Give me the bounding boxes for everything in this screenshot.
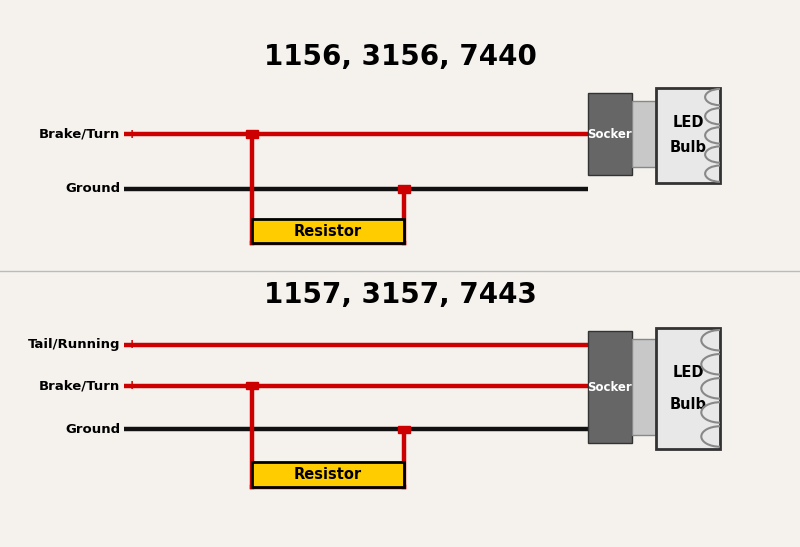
Text: Ground: Ground [65, 182, 120, 195]
Bar [588, 331, 632, 443]
Bar [252, 462, 404, 487]
Text: -: - [122, 423, 132, 436]
Text: Ground: Ground [65, 423, 120, 436]
Text: Socker: Socker [588, 127, 632, 141]
Bar [246, 382, 258, 389]
Text: Resistor: Resistor [294, 467, 362, 482]
Bar [246, 130, 258, 138]
Bar [398, 185, 410, 193]
Text: +: + [122, 338, 138, 351]
Bar [632, 101, 656, 167]
Text: +: + [122, 379, 138, 392]
Bar [252, 219, 404, 243]
Text: Tail/Running: Tail/Running [27, 338, 120, 351]
Text: LED: LED [672, 365, 704, 380]
Text: 1157, 3157, 7443: 1157, 3157, 7443 [263, 281, 537, 310]
Text: Socker: Socker [588, 381, 632, 393]
Text: Brake/Turn: Brake/Turn [38, 379, 120, 392]
Bar [588, 93, 632, 175]
Text: -: - [122, 182, 132, 195]
Bar [656, 88, 720, 183]
Bar [398, 426, 410, 433]
Text: LED: LED [672, 115, 704, 130]
Bar [632, 339, 656, 435]
Bar [656, 328, 720, 449]
Text: 1156, 3156, 7440: 1156, 3156, 7440 [263, 43, 537, 72]
Text: Brake/Turn: Brake/Turn [38, 127, 120, 141]
Text: +: + [122, 127, 138, 141]
Text: Resistor: Resistor [294, 224, 362, 238]
Text: Bulb: Bulb [670, 141, 706, 155]
Text: Bulb: Bulb [670, 397, 706, 411]
